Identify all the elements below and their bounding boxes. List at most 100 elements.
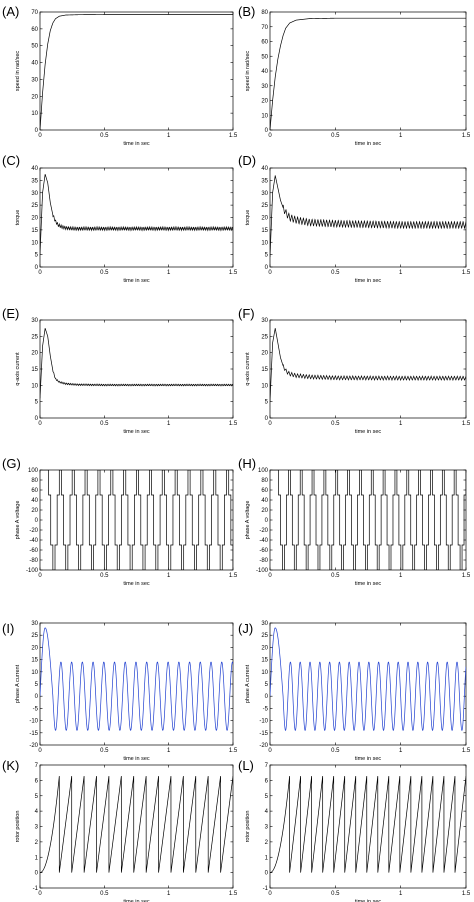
x-axis-label: time in sec	[355, 141, 382, 147]
panel-label: (L)	[238, 758, 254, 773]
y-tick-label: 0	[35, 871, 39, 877]
y-tick-label: 0	[35, 416, 39, 422]
y-tick-label: 15	[261, 658, 268, 664]
y-tick-label: 6	[265, 778, 269, 784]
y-tick-label: 80	[261, 10, 268, 16]
y-tick-label: 20	[31, 94, 38, 100]
y-tick-label: 0	[265, 518, 269, 524]
y-axis-label: torque	[15, 210, 21, 226]
panel-label: (J)	[238, 621, 253, 636]
y-axis-label: rotor position	[245, 811, 251, 843]
plot-frame	[39, 319, 234, 419]
y-tick-label: 25	[261, 633, 268, 639]
y-tick-label: -40	[259, 538, 268, 544]
y-tick-label: 25	[31, 633, 38, 639]
y-tick-label: 10	[261, 113, 268, 119]
y-tick-label: 0	[265, 265, 269, 271]
x-tick-label: 0.5	[100, 748, 109, 754]
y-axis-label: phase A current	[245, 664, 251, 703]
y-tick-label: -15	[259, 731, 268, 737]
x-tick-label: 0	[38, 891, 42, 897]
y-tick-label: 30	[261, 84, 268, 90]
y-axis-label: speed in rad/sec	[15, 51, 21, 92]
y-axis-label: torque	[245, 210, 251, 226]
y-tick-label: 3	[35, 825, 39, 831]
y-tick-label: -1	[33, 886, 39, 892]
x-tick-label: 0	[268, 891, 272, 897]
y-tick-label: 25	[31, 203, 38, 209]
panel-d: (D) 0 0.5 1 1.5 0 5 10 15 20 25 30 35 40 time in sec to…	[238, 153, 471, 284]
y-tick-label: -20	[29, 528, 38, 534]
series-line	[40, 470, 233, 570]
panel-label: (K)	[2, 758, 19, 773]
series-line	[270, 175, 466, 258]
y-tick-label: 5	[35, 253, 39, 259]
y-tick-label: 100	[258, 468, 269, 474]
series-line	[270, 17, 466, 130]
panel-label: (A)	[2, 4, 19, 19]
y-tick-label: 6	[35, 778, 39, 784]
y-tick-label: -100	[26, 568, 39, 574]
y-tick-label: 20	[31, 508, 38, 514]
y-tick-label: 25	[261, 334, 268, 340]
y-tick-label: 20	[261, 216, 268, 222]
y-tick-label: 5	[265, 794, 269, 800]
y-tick-label: 15	[261, 228, 268, 234]
x-tick-label: 1	[167, 270, 171, 276]
y-tick-label: 40	[261, 166, 268, 172]
y-tick-label: -20	[259, 743, 268, 749]
x-tick-label: 1	[399, 891, 403, 897]
y-tick-label: -20	[29, 743, 38, 749]
y-tick-label: 30	[31, 77, 38, 83]
x-axis-label: time in sec	[355, 581, 382, 587]
x-axis-label: time in sec	[123, 899, 150, 902]
panel-label: (D)	[238, 153, 256, 168]
y-tick-label: -60	[29, 548, 38, 554]
y-tick-label: 5	[265, 253, 269, 259]
panel-g: (G) 0 0.5 1 1.5 -100 -80 -60 -40 -20 0 20 40 60 80 100 t…	[2, 456, 238, 587]
x-axis-label: time in sec	[355, 429, 382, 435]
series-line	[40, 776, 233, 873]
y-tick-label: 25	[31, 334, 38, 340]
y-tick-label: 15	[31, 228, 38, 234]
x-tick-label: 1.5	[462, 133, 471, 139]
x-tick-label: 0.5	[331, 133, 340, 139]
y-tick-label: 20	[261, 99, 268, 105]
y-tick-label: -20	[259, 528, 268, 534]
y-axis-label: q-axis current	[245, 352, 251, 386]
panel-j: (J) 0 0.5 1 1.5 -20 -15 -10 -5 0 5 10 15 20 25 30 time i…	[238, 621, 471, 762]
x-tick-label: 0	[38, 133, 42, 139]
y-tick-label: 50	[261, 54, 268, 60]
x-tick-label: 0.5	[100, 133, 109, 139]
series-line	[40, 328, 233, 399]
y-axis-label: phase A voltage	[15, 501, 21, 540]
x-tick-label: 1.5	[462, 270, 471, 276]
y-tick-label: 20	[31, 351, 38, 357]
x-tick-label: 1.5	[462, 748, 471, 754]
x-axis-label: time in sec	[123, 581, 150, 587]
panel-label: (F)	[238, 306, 255, 321]
x-tick-label: 1.5	[462, 891, 471, 897]
y-tick-label: 25	[261, 203, 268, 209]
series-line	[40, 14, 233, 130]
x-tick-label: 1	[167, 573, 171, 579]
y-tick-label: 60	[261, 488, 268, 494]
x-tick-label: 0.5	[331, 573, 340, 579]
y-tick-label: 20	[31, 645, 38, 651]
x-tick-label: 1.5	[229, 270, 238, 276]
y-tick-label: 0	[265, 416, 269, 422]
y-tick-label: -100	[256, 568, 269, 574]
plot-frame	[39, 167, 234, 268]
panel-f: (F) 0 0.5 1 1.5 0 5 10 15 20 25 30 time in sec q-axis…	[238, 306, 471, 435]
x-tick-label: 0	[38, 270, 42, 276]
y-tick-label: 15	[31, 367, 38, 373]
plot-frame	[39, 622, 234, 746]
y-axis-label: rotor position	[15, 811, 21, 843]
panel-h: (H) 0 0.5 1 1.5 -100 -80 -60 -40 -20 0 20 40 60 80 100 t…	[238, 456, 471, 587]
x-tick-label: 1	[167, 421, 171, 427]
plot-frame	[269, 11, 467, 131]
y-axis-label: speed in rad/sec	[245, 51, 251, 92]
y-tick-label: -80	[259, 558, 268, 564]
panel-i: (I) 0 0.5 1 1.5 -20 -15 -10 -5 0 5 10 15 20 25 30 time i…	[2, 621, 238, 762]
y-tick-label: 4	[265, 809, 269, 815]
